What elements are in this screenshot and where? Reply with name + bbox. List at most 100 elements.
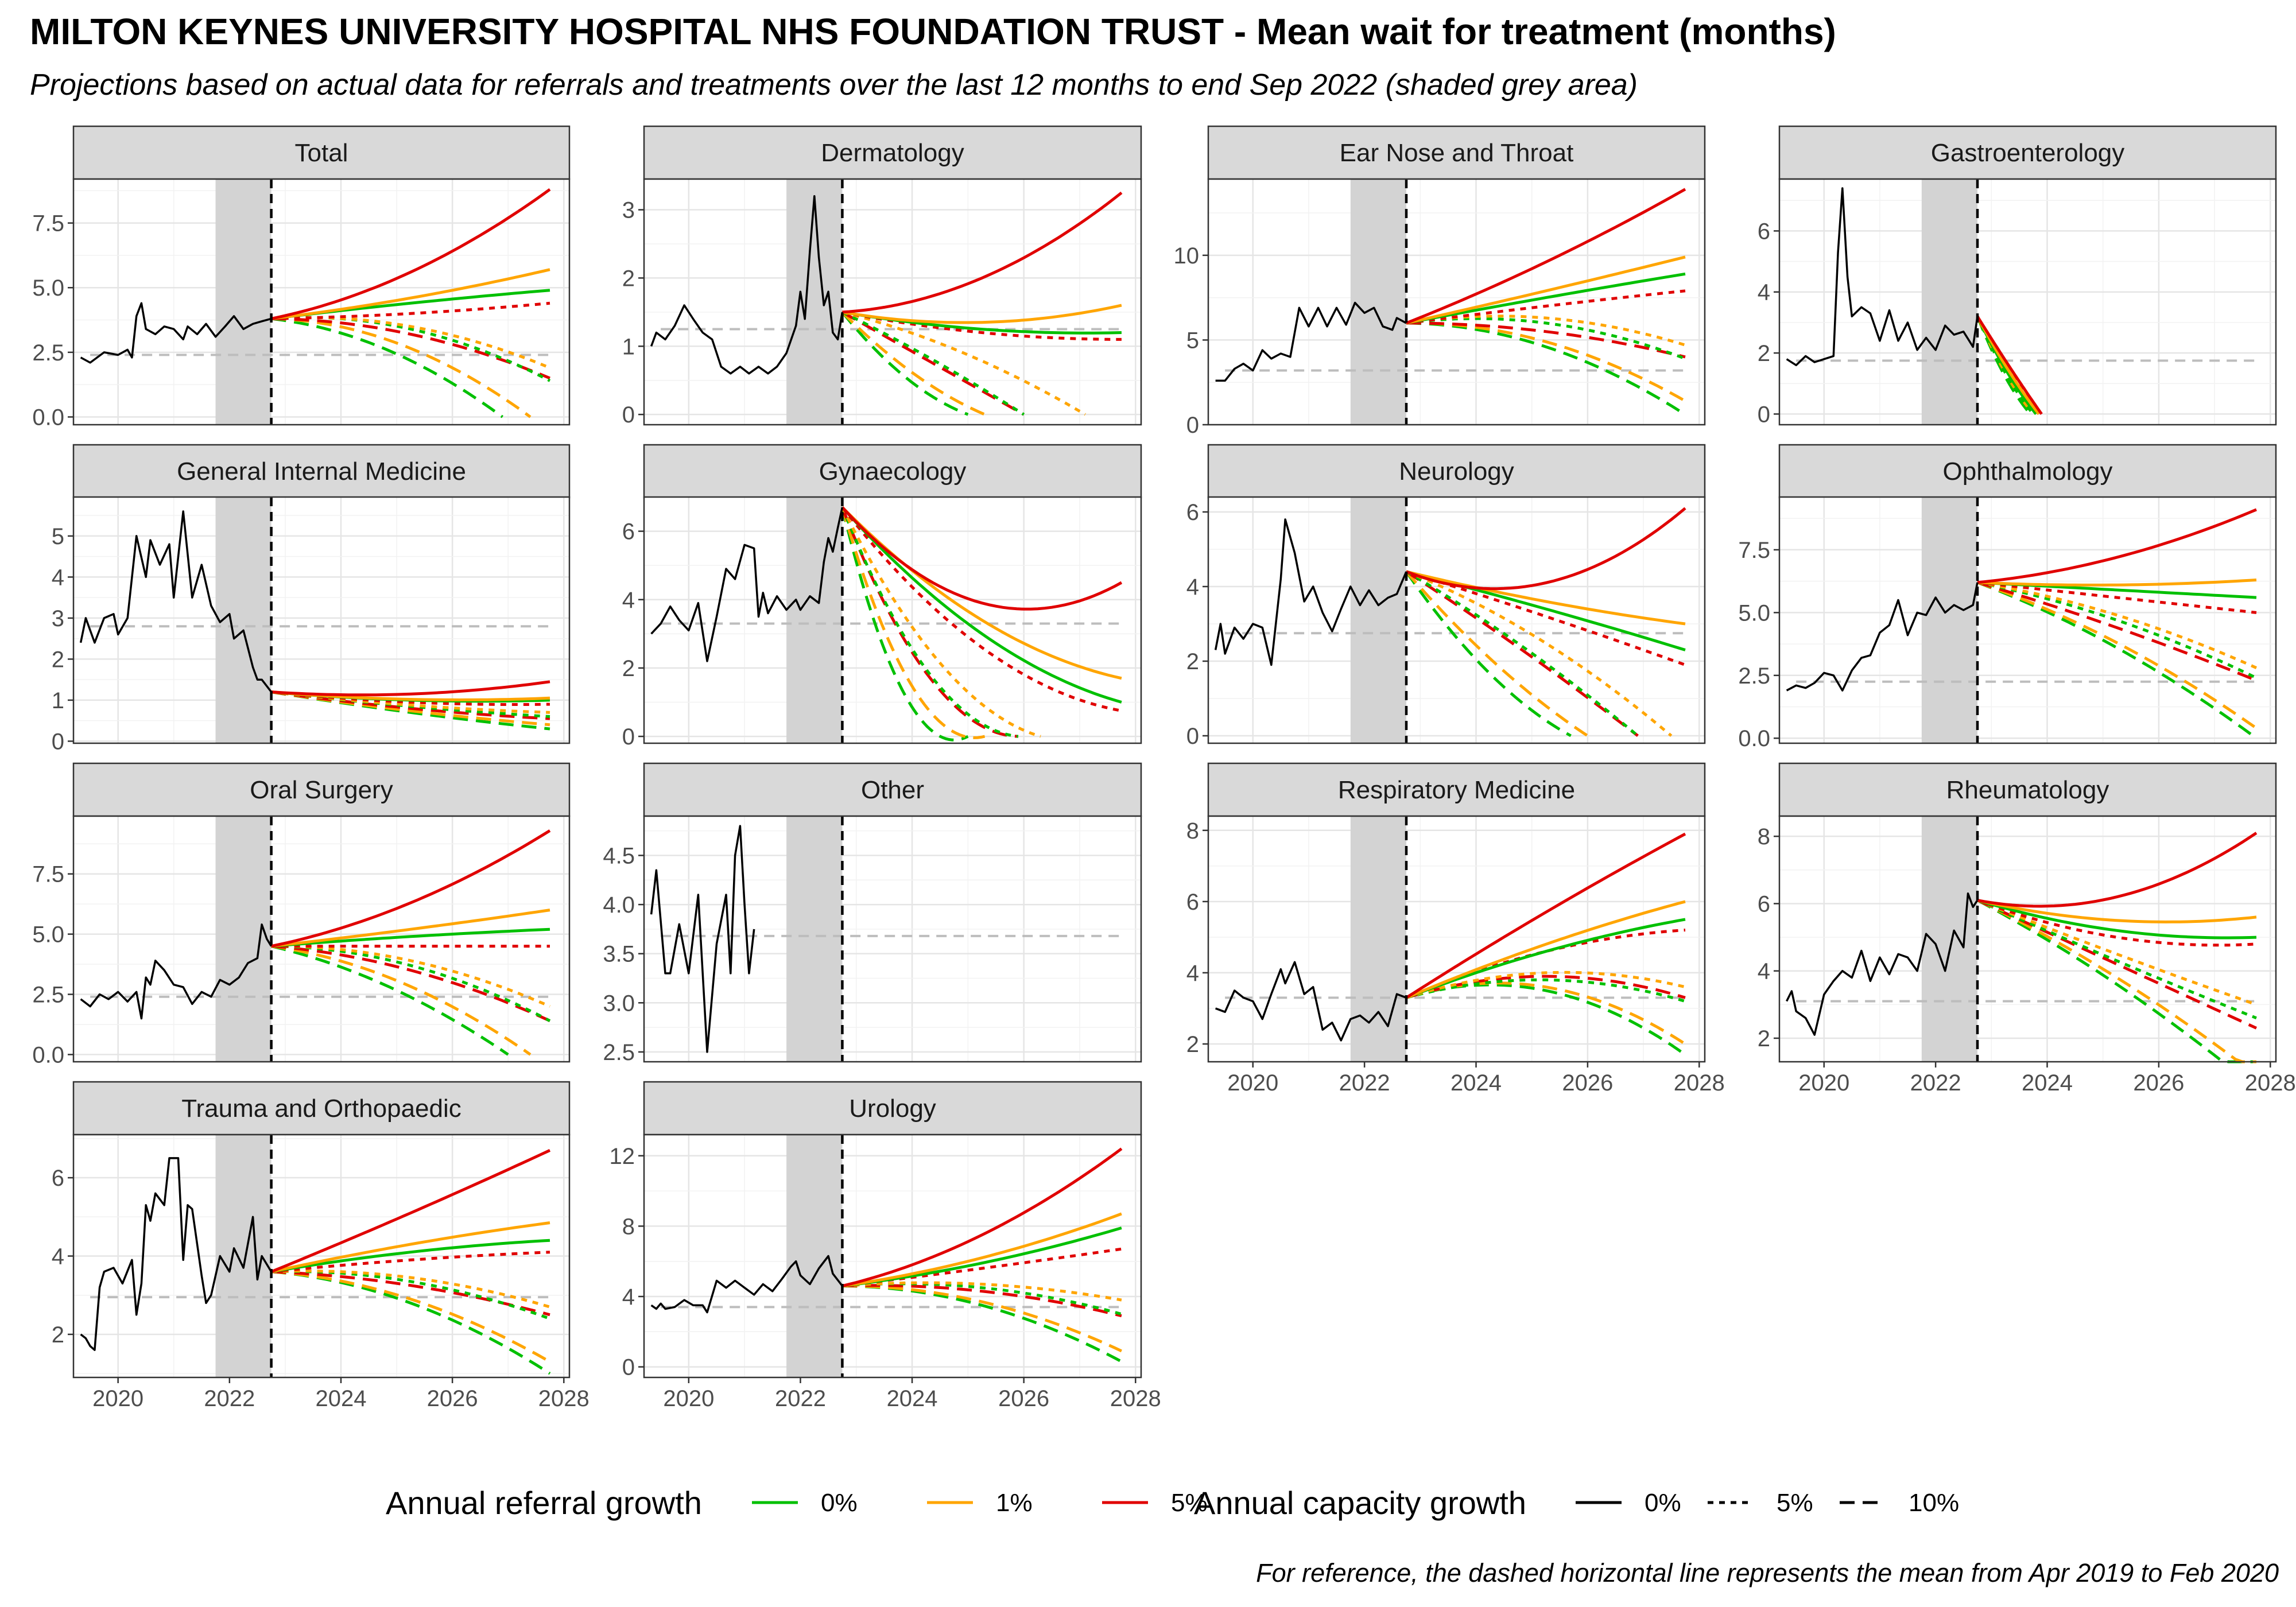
projection-line-ref5pct-cap10pct — [841, 310, 1025, 416]
y-tick-label: 0 — [1186, 724, 1199, 749]
projection-line-ref5pct-cap0pct — [1405, 832, 1686, 999]
panel-border — [1778, 178, 2277, 426]
y-tick-label: 4 — [1758, 959, 1770, 984]
legend-label-capacity: 10% — [1909, 1489, 1959, 1517]
y-tick-label: 6 — [1758, 219, 1770, 244]
shaded-period — [786, 1135, 843, 1377]
y-tick-label: 3 — [622, 198, 635, 223]
y-tick-label: 12 — [610, 1144, 635, 1169]
facet-oral-surgery: Oral Surgery 0.0 2.5 5.0 7.5 — [32, 762, 571, 1068]
facet-dermatology: Dermatology 0 1 2 3 — [622, 125, 1142, 428]
y-tick-label: 2 — [1186, 649, 1199, 674]
y-tick-label: 2 — [1186, 1032, 1199, 1057]
y-tick-label: 10 — [1174, 243, 1200, 269]
projection-line-ref1pct-cap0pct — [1406, 570, 1686, 626]
projection-line-ref1pct-cap5pct — [1977, 899, 2257, 1006]
legend-label-referral: 5% — [1171, 1489, 1208, 1517]
x-tick-label: 2022 — [204, 1386, 255, 1411]
y-tick-label: 0 — [622, 724, 635, 750]
projection-line-ref0pct-cap0pct — [271, 1239, 550, 1274]
facet-general-internal-medicine: General Internal Medicine 0 1 2 3 4 5 — [52, 444, 571, 754]
panel-border — [1778, 496, 2277, 744]
projection-line-ref0pct-cap5pct — [1406, 978, 1686, 1003]
y-tick-label: 5.0 — [32, 275, 64, 301]
y-tick-label: 7.5 — [1738, 538, 1770, 563]
actual-line — [1214, 518, 1407, 666]
projection-line-ref5pct-cap5pct — [1406, 289, 1686, 325]
x-tick-label: 2022 — [1339, 1070, 1390, 1096]
x-tick-label: 2020 — [1227, 1070, 1278, 1096]
y-tick-label: 0.0 — [32, 405, 64, 430]
projection-line-ref5pct-cap0pct — [1976, 315, 2043, 415]
y-tick-label: 0 — [622, 402, 635, 428]
projection-line-ref0pct-cap0pct — [1406, 918, 1686, 999]
projection-line-ref1pct-cap10pct — [841, 311, 986, 416]
projection-line-ref0pct-cap5pct — [841, 506, 1019, 738]
facet-rheumatology: Rheumatology 2 4 6 8 2020 2022 2024 2026 2028 — [1758, 762, 2296, 1096]
shaded-period — [215, 816, 272, 1062]
y-tick-label: 4 — [52, 565, 64, 590]
y-tick-label: 5.0 — [1738, 600, 1770, 626]
legend-label-referral: 0% — [821, 1489, 858, 1517]
shaded-period — [786, 179, 843, 425]
facet-strip — [1778, 762, 2277, 817]
panel-background — [644, 816, 1141, 1062]
y-tick-label: 2.5 — [603, 1040, 635, 1065]
panel-border — [643, 1134, 1142, 1379]
y-tick-label: 0.0 — [32, 1042, 64, 1068]
x-tick-label: 2028 — [1110, 1386, 1161, 1411]
shaded-period — [1350, 816, 1407, 1062]
gridlines — [644, 496, 1141, 743]
x-tick-label: 2024 — [887, 1386, 938, 1411]
projection-line-ref5pct-cap10pct — [1406, 321, 1686, 359]
shaded-period — [1350, 497, 1407, 743]
projection-line-ref0pct-cap10pct — [840, 507, 969, 742]
legend-referral-title: Annual referral growth — [386, 1485, 702, 1521]
shaded-period — [1921, 497, 1978, 743]
projection-line-ref1pct-cap0pct — [1406, 255, 1686, 325]
panel-background — [73, 497, 569, 743]
projection-line-ref1pct-cap5pct — [842, 1281, 1122, 1302]
projection-line-ref1pct-cap5pct — [1406, 971, 1686, 999]
shaded-period — [1350, 179, 1407, 425]
facet-strip — [643, 125, 1142, 180]
projection-line-ref0pct-cap5pct — [1976, 316, 2035, 415]
projection-line-ref1pct-cap5pct — [1977, 581, 2258, 669]
y-tick-label: 6 — [1186, 890, 1199, 915]
panel-background — [73, 179, 569, 425]
actual-line — [80, 923, 273, 1020]
facet-strip-label: Dermatology — [821, 139, 964, 167]
panel-border — [1207, 815, 1706, 1063]
actual-line — [1786, 582, 1979, 692]
facet-strip-label: Neurology — [1399, 457, 1514, 486]
panel-border — [72, 815, 571, 1063]
projection-line-ref1pct-cap0pct — [271, 909, 550, 948]
projection-line-ref1pct-cap5pct — [841, 506, 1041, 738]
projection-line-ref1pct-cap10pct — [1405, 570, 1589, 737]
facet-total: Total 0.0 2.5 5.0 7.5 — [32, 125, 571, 430]
projection-line-ref5pct-cap10pct — [271, 317, 550, 380]
y-tick-label: 6 — [1758, 891, 1770, 917]
y-tick-label: 5 — [1186, 328, 1199, 353]
y-tick-label: 4 — [1758, 280, 1770, 305]
chart-title: MILTON KEYNES UNIVERSITY HOSPITAL NHS FO… — [30, 11, 1836, 52]
panel-border — [72, 496, 571, 744]
x-tick-label: 2024 — [1450, 1070, 1502, 1096]
projection-line-ref5pct-cap10pct — [271, 945, 551, 1022]
y-tick-label: 2.5 — [32, 983, 64, 1008]
panel-border — [1207, 496, 1706, 744]
projection-line-ref1pct-cap0pct — [271, 1221, 550, 1274]
actual-line — [80, 302, 272, 364]
facet-strip — [1207, 444, 1706, 499]
projection-line-ref0pct-cap5pct — [1976, 899, 2257, 1020]
y-tick-label: 8 — [1186, 818, 1199, 844]
chart-caption: For reference, the dashed horizontal lin… — [1256, 1558, 2279, 1587]
y-tick-label: 6 — [622, 519, 635, 545]
legend-label-capacity: 5% — [1777, 1489, 1813, 1517]
y-tick-label: 8 — [1758, 824, 1770, 849]
actual-line — [1215, 301, 1407, 382]
panel-border — [1778, 815, 2277, 1063]
projection-line-ref0pct-cap0pct — [1977, 899, 2257, 940]
actual-line — [650, 1255, 843, 1314]
shaded-period — [215, 179, 272, 425]
